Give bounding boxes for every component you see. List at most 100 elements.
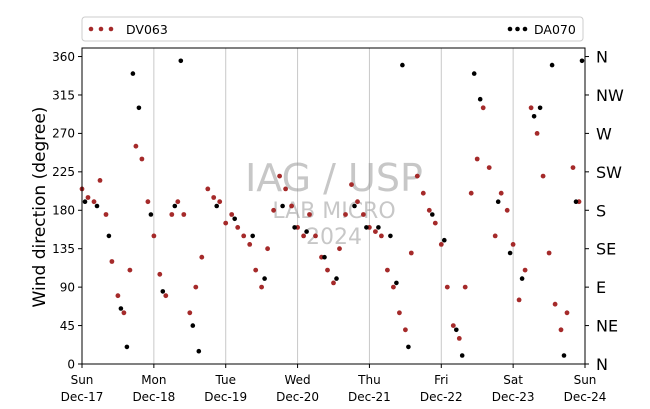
data-point [277, 173, 282, 179]
compass-label: E [596, 278, 606, 297]
x-tick-day: Fri [434, 373, 448, 387]
data-point [178, 58, 184, 64]
plot-frame [81, 47, 586, 365]
data-point [247, 242, 253, 247]
legend: DV063 DA070 [81, 16, 584, 42]
data-point [403, 327, 408, 333]
data-point [109, 259, 115, 264]
data-point [259, 284, 264, 290]
x-tick-day: Thu [357, 373, 381, 387]
data-point [91, 199, 97, 205]
data-point [106, 233, 112, 239]
y-tick-label: 315 [52, 88, 75, 102]
data-point [304, 229, 309, 234]
data-point [271, 207, 276, 213]
data-point [459, 353, 465, 358]
data-point [486, 165, 492, 171]
data-point [181, 212, 187, 217]
x-axis: Sun Dec-17 Mon Dec-18 Tue Dec-19 Wed Dec-20 Thu D… [61, 364, 606, 404]
data-point [516, 297, 522, 303]
data-points [79, 58, 585, 358]
x-tick-day: Tue [214, 373, 236, 387]
data-point [82, 199, 88, 204]
x-tick-date: Dec-20 [276, 390, 319, 404]
data-point [522, 267, 528, 273]
x-tick-date: Dec-23 [492, 390, 535, 404]
data-point [432, 220, 438, 226]
data-point [157, 271, 163, 277]
data-point [301, 233, 306, 239]
data-point [474, 156, 480, 162]
data-point [546, 250, 552, 256]
data-point [175, 199, 181, 205]
data-point [373, 229, 378, 235]
watermark-line1: IAG / USP [245, 156, 423, 200]
data-point [426, 207, 432, 213]
data-point [438, 242, 444, 247]
data-point [253, 267, 259, 273]
data-point [498, 190, 504, 196]
data-point [121, 310, 127, 316]
watermark-line2: LAB MICRO [272, 199, 395, 224]
data-point [190, 323, 196, 328]
series-dv063 [79, 105, 582, 341]
x-tick-date: Dec-19 [204, 390, 247, 404]
data-point [262, 276, 267, 281]
data-point [355, 199, 360, 205]
compass-label: NE [596, 317, 618, 336]
data-point [477, 96, 483, 102]
data-point [337, 246, 342, 252]
data-point [307, 212, 312, 217]
series-da070 [82, 58, 585, 358]
data-point [127, 267, 133, 273]
data-point [456, 336, 462, 341]
data-point [471, 71, 477, 76]
data-point [442, 237, 447, 243]
data-point [534, 131, 540, 136]
compass-label: N [596, 355, 608, 374]
y-axis: 0 45 90 135 180 225 270 315 360 [52, 50, 82, 371]
data-point [124, 344, 130, 350]
compass-axis: N NE E SE S SW W NW N [585, 48, 624, 374]
data-point [379, 233, 384, 239]
data-point [537, 105, 543, 111]
data-point [289, 203, 294, 209]
data-point [570, 165, 576, 171]
data-point [139, 156, 145, 162]
y-tick-label: 225 [52, 165, 75, 179]
data-point [450, 323, 456, 328]
data-point [349, 182, 354, 188]
data-point [519, 276, 525, 281]
data-point [376, 225, 381, 230]
data-point [160, 289, 166, 294]
legend-label-da070: DA070 [534, 22, 576, 37]
data-point [552, 301, 558, 307]
data-point [283, 186, 288, 192]
x-tick-day: Mon [141, 373, 166, 387]
data-point [334, 276, 339, 281]
data-point [504, 207, 510, 213]
data-point [229, 212, 235, 217]
data-point [145, 199, 151, 205]
compass-label: SE [596, 240, 616, 259]
data-point [462, 284, 468, 290]
data-point [430, 212, 435, 217]
data-point [136, 105, 142, 111]
data-point [292, 225, 297, 230]
y-tick-label: 0 [67, 357, 75, 371]
data-point [241, 233, 247, 239]
compass-label: W [596, 124, 612, 143]
data-point [163, 293, 169, 299]
data-point [343, 212, 348, 217]
legend-label-dv063: DV063 [126, 22, 168, 37]
legend-marker-dv063 [88, 26, 114, 32]
x-tick-day: Sat [503, 373, 523, 387]
data-point [193, 284, 199, 290]
data-point [391, 284, 396, 290]
data-point [361, 212, 366, 217]
data-point [250, 233, 255, 239]
data-point [561, 353, 567, 358]
x-tick-day: Sun [71, 373, 94, 387]
grid-lines [153, 48, 514, 364]
